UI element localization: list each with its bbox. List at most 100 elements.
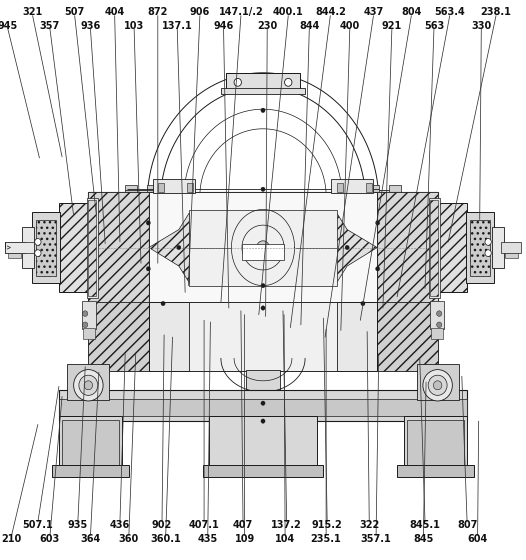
Bar bbox=[492, 227, 504, 268]
Bar bbox=[470, 220, 490, 276]
Text: 407.1: 407.1 bbox=[189, 520, 219, 530]
Text: 357: 357 bbox=[40, 21, 60, 31]
Text: 400: 400 bbox=[340, 21, 360, 31]
Bar bbox=[130, 195, 149, 209]
Text: 604: 604 bbox=[468, 534, 488, 544]
Circle shape bbox=[177, 245, 181, 250]
Circle shape bbox=[79, 375, 98, 395]
Circle shape bbox=[74, 370, 103, 401]
Bar bbox=[366, 183, 372, 192]
Text: 845: 845 bbox=[413, 534, 433, 544]
Text: 946: 946 bbox=[214, 21, 234, 31]
Circle shape bbox=[485, 250, 491, 256]
Text: 407: 407 bbox=[233, 520, 253, 530]
Bar bbox=[436, 203, 467, 292]
Circle shape bbox=[261, 108, 265, 113]
Text: 563: 563 bbox=[424, 21, 444, 31]
Text: 364: 364 bbox=[80, 534, 100, 544]
Bar bbox=[377, 302, 438, 371]
Text: 804: 804 bbox=[401, 7, 421, 17]
Circle shape bbox=[261, 187, 265, 192]
Bar bbox=[404, 416, 467, 469]
Text: 807: 807 bbox=[457, 520, 477, 530]
Text: 845.1: 845.1 bbox=[410, 520, 440, 530]
Text: 360.1: 360.1 bbox=[150, 534, 181, 544]
Bar bbox=[189, 210, 337, 286]
Bar bbox=[149, 192, 377, 304]
Circle shape bbox=[146, 267, 150, 271]
Text: 360: 360 bbox=[119, 534, 139, 544]
Bar bbox=[437, 237, 497, 258]
Bar bbox=[147, 185, 159, 194]
Bar bbox=[88, 200, 96, 296]
Text: 437: 437 bbox=[363, 7, 383, 17]
Bar bbox=[67, 364, 109, 400]
Bar bbox=[127, 190, 153, 214]
Text: 330: 330 bbox=[471, 21, 491, 31]
Circle shape bbox=[83, 311, 88, 316]
Text: 104: 104 bbox=[275, 534, 295, 544]
Circle shape bbox=[84, 381, 93, 390]
Text: 137.2: 137.2 bbox=[271, 520, 302, 530]
Bar bbox=[5, 242, 25, 253]
Bar bbox=[83, 328, 95, 339]
Bar bbox=[59, 203, 90, 292]
Bar bbox=[88, 302, 149, 371]
Bar bbox=[367, 185, 379, 194]
Text: 436: 436 bbox=[110, 520, 130, 530]
Circle shape bbox=[485, 239, 491, 245]
Text: 400.1: 400.1 bbox=[273, 7, 304, 17]
Text: 210: 210 bbox=[2, 534, 22, 544]
Bar bbox=[158, 183, 164, 192]
Bar bbox=[59, 390, 467, 421]
Bar bbox=[209, 416, 317, 469]
Circle shape bbox=[361, 301, 365, 306]
Circle shape bbox=[234, 78, 241, 86]
Bar bbox=[505, 253, 518, 258]
Bar bbox=[87, 198, 98, 298]
Bar bbox=[22, 227, 34, 268]
Circle shape bbox=[35, 239, 41, 245]
Circle shape bbox=[433, 381, 442, 390]
Bar bbox=[377, 195, 396, 209]
Bar bbox=[417, 364, 459, 400]
Circle shape bbox=[83, 322, 88, 328]
Bar bbox=[501, 242, 521, 253]
Circle shape bbox=[261, 283, 265, 288]
Text: 915.2: 915.2 bbox=[312, 520, 342, 530]
Circle shape bbox=[261, 401, 265, 405]
Bar bbox=[153, 179, 195, 193]
Bar bbox=[429, 198, 440, 298]
Text: 404: 404 bbox=[105, 7, 125, 17]
Text: 902: 902 bbox=[152, 520, 172, 530]
Text: 357.1: 357.1 bbox=[361, 534, 391, 544]
Text: 435: 435 bbox=[198, 534, 218, 544]
Bar bbox=[431, 328, 443, 339]
Text: 945: 945 bbox=[0, 21, 18, 31]
Bar bbox=[88, 192, 438, 304]
Bar bbox=[377, 192, 438, 304]
Text: 147.1/.2: 147.1/.2 bbox=[218, 7, 264, 17]
Text: 872: 872 bbox=[148, 7, 168, 17]
Circle shape bbox=[376, 267, 380, 271]
Text: 103: 103 bbox=[124, 21, 144, 31]
Bar bbox=[389, 185, 401, 194]
Bar bbox=[187, 183, 193, 192]
Polygon shape bbox=[149, 213, 189, 283]
Bar bbox=[407, 420, 464, 466]
Bar bbox=[82, 301, 96, 329]
Bar bbox=[226, 73, 300, 90]
Circle shape bbox=[437, 322, 442, 328]
Bar bbox=[59, 399, 467, 416]
Text: 507.1: 507.1 bbox=[23, 520, 53, 530]
Circle shape bbox=[257, 241, 269, 254]
Bar bbox=[466, 212, 494, 283]
Bar bbox=[5, 242, 34, 253]
Bar bbox=[430, 200, 438, 296]
Text: 230: 230 bbox=[257, 21, 277, 31]
Circle shape bbox=[146, 221, 150, 225]
Text: 321: 321 bbox=[23, 7, 43, 17]
Text: 921: 921 bbox=[382, 21, 402, 31]
Bar bbox=[88, 302, 438, 371]
Text: 906: 906 bbox=[190, 7, 210, 17]
